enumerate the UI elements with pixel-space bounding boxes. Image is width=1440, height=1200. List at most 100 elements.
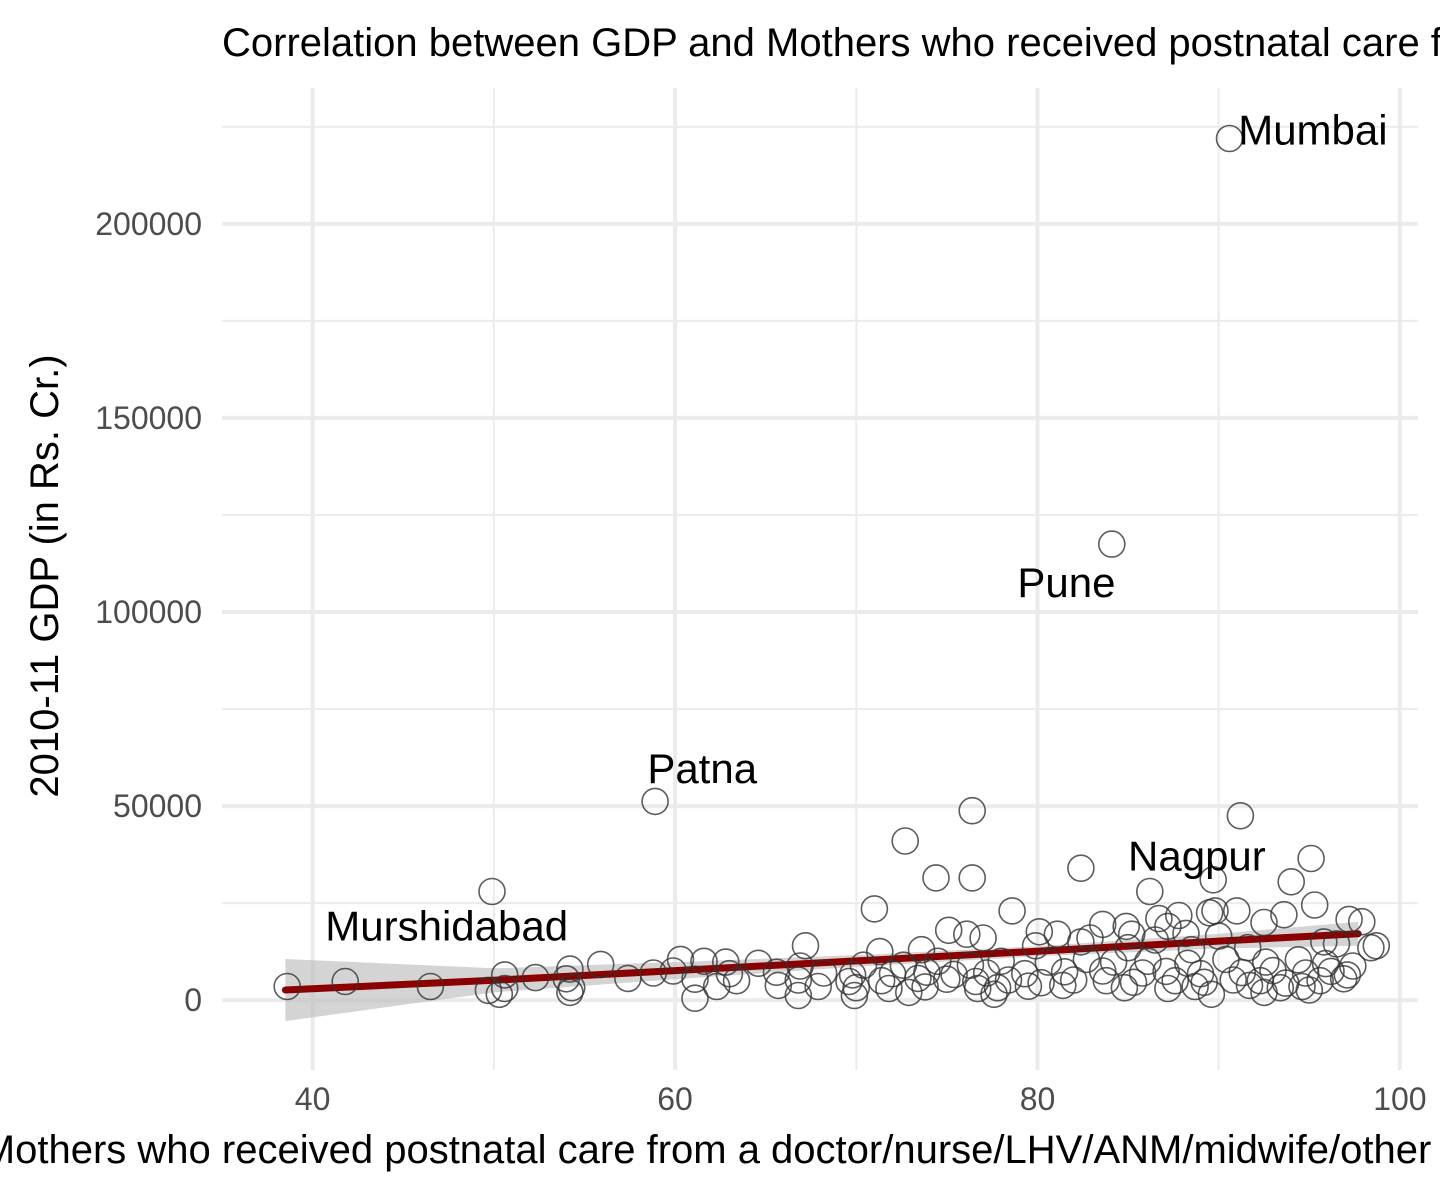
x-axis-title: Mothers who received postnatal care from… [0, 1128, 1440, 1172]
data-point [1252, 948, 1280, 976]
point-label: Nagpur [1128, 833, 1266, 880]
data-point [681, 965, 709, 994]
data-point [1333, 961, 1362, 989]
data-point [478, 877, 506, 906]
data-point [485, 980, 514, 1009]
data-point [1317, 957, 1345, 986]
y-tick-label: 100000 [95, 594, 202, 630]
data-point [1050, 957, 1079, 986]
data-point [490, 974, 519, 1003]
data-point [1311, 949, 1340, 978]
data-point [1348, 907, 1376, 936]
data-point [1199, 865, 1227, 894]
data-point [1250, 908, 1278, 937]
data-point [586, 950, 615, 979]
data-point [1011, 959, 1039, 988]
data-point [702, 972, 731, 1001]
data-point [1270, 900, 1298, 929]
data-point [1295, 976, 1324, 1004]
data-point [913, 958, 941, 987]
data-point [1152, 957, 1180, 986]
data-point [639, 959, 668, 987]
data-point [1117, 920, 1146, 949]
data-point [273, 972, 302, 1001]
point-labels: Mumbai Pune Patna Nagpur Murshidabad [325, 107, 1387, 950]
data-point [1306, 966, 1334, 995]
data-point [1215, 124, 1244, 153]
data-point [987, 947, 1016, 976]
data-point [1329, 964, 1358, 993]
data-point [891, 827, 920, 855]
point-label: Mumbai [1238, 107, 1387, 154]
data-point [835, 967, 863, 996]
data-point [952, 920, 981, 949]
data-point [860, 895, 889, 923]
data-point [474, 976, 503, 1005]
data-point [1025, 917, 1054, 946]
data-point [1154, 974, 1182, 1003]
data-point [1114, 933, 1142, 962]
data-point [1165, 901, 1193, 930]
data-point [521, 963, 550, 992]
data-point [557, 973, 586, 1002]
data-point [922, 864, 950, 892]
point-label: Murshidabad [325, 902, 568, 949]
data-point [1027, 968, 1055, 997]
y-tick-label: 0 [184, 982, 202, 1018]
axis-ticks: 0 50000 100000 150000 200000 40 60 80 100 [95, 206, 1426, 1117]
data-point [1099, 948, 1128, 976]
data-point [681, 984, 709, 1013]
data-point [1288, 972, 1316, 1001]
data-point [1112, 912, 1140, 941]
data-point [659, 957, 688, 985]
data-point [331, 967, 360, 996]
data-point [969, 924, 997, 952]
data-point [1034, 948, 1063, 976]
data-point [1014, 972, 1043, 1001]
y-tick-label: 150000 [95, 400, 202, 436]
data-point [784, 981, 813, 1010]
data-point [1154, 912, 1182, 941]
data-point [1098, 530, 1126, 558]
data-point [791, 931, 820, 960]
data-point [641, 787, 669, 816]
data-point [1134, 947, 1162, 976]
data-point [1226, 801, 1255, 830]
scatter-points [273, 124, 1391, 1013]
data-point [907, 935, 936, 964]
data-point [867, 966, 896, 995]
data-point [1076, 924, 1104, 952]
data-point [744, 949, 773, 978]
data-point [1177, 935, 1206, 964]
data-point [894, 978, 923, 1007]
data-point [934, 916, 963, 945]
data-point [972, 959, 1001, 987]
x-tick-label: 60 [657, 1081, 693, 1117]
data-point [552, 964, 581, 993]
chart-title: Correlation between GDP and Mothers who … [222, 21, 1440, 65]
data-point [958, 864, 987, 892]
data-point [963, 974, 992, 1003]
data-point [1110, 973, 1139, 1002]
data-point [865, 937, 894, 966]
data-point [904, 964, 932, 993]
data-point [1195, 898, 1224, 927]
data-point [490, 961, 519, 989]
data-point [1067, 854, 1095, 883]
data-point [911, 973, 939, 1001]
y-tick-label: 200000 [95, 206, 202, 242]
x-tick-label: 100 [1373, 1081, 1426, 1117]
data-point [958, 796, 987, 825]
data-point [998, 897, 1026, 925]
data-point [840, 981, 869, 1010]
data-point [1357, 933, 1385, 962]
data-point [1092, 966, 1121, 995]
data-point [809, 959, 838, 987]
data-point [940, 960, 968, 989]
data-point [1228, 958, 1256, 987]
data-point [711, 948, 740, 976]
data-point [1049, 971, 1077, 1000]
point-label: Pune [1017, 559, 1115, 606]
data-point [1136, 877, 1164, 906]
